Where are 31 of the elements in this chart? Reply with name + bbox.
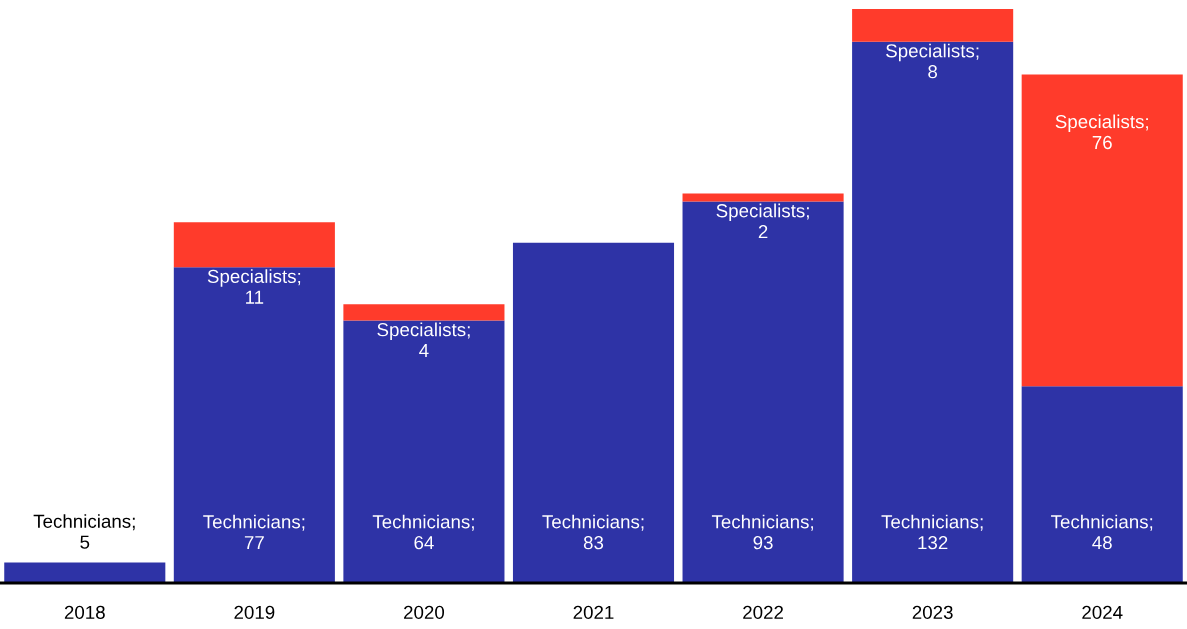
x-tick-label: 2023 <box>912 605 953 619</box>
bar <box>682 201 844 583</box>
bar <box>4 562 166 583</box>
data-label: Technicians; 93 <box>711 514 813 550</box>
bar <box>343 304 505 321</box>
x-tick-label: 2021 <box>573 605 614 619</box>
x-tick-label: 2019 <box>234 605 275 619</box>
data-label: Technicians; 77 <box>203 514 305 550</box>
data-label: Specialists; 11 <box>207 269 301 304</box>
x-tick-label: 2020 <box>404 605 445 619</box>
data-label: Specialists; 4 <box>377 322 470 358</box>
bar <box>682 193 844 202</box>
bar <box>512 242 675 583</box>
bar <box>343 320 505 583</box>
x-tick-label: 2024 <box>1082 605 1123 619</box>
data-label: Technicians; 132 <box>881 514 983 550</box>
bar <box>1021 74 1183 387</box>
bar <box>173 222 335 268</box>
x-tick-label: 2018 <box>64 605 105 619</box>
x-tick-label: 2022 <box>743 605 783 619</box>
data-label: Technicians; 83 <box>542 514 644 550</box>
data-label: Specialists; 76 <box>1055 114 1148 150</box>
data-label: Specialists; 8 <box>886 43 979 79</box>
data-label: Technicians; 64 <box>372 514 474 550</box>
bar <box>1021 386 1183 583</box>
data-label: Technicians; 48 <box>1051 514 1153 550</box>
data-label: Technicians; 5 <box>33 514 135 549</box>
bar <box>852 8 1014 42</box>
bar <box>852 41 1014 583</box>
bar <box>173 267 335 583</box>
data-label: Specialists; 2 <box>716 203 809 239</box>
